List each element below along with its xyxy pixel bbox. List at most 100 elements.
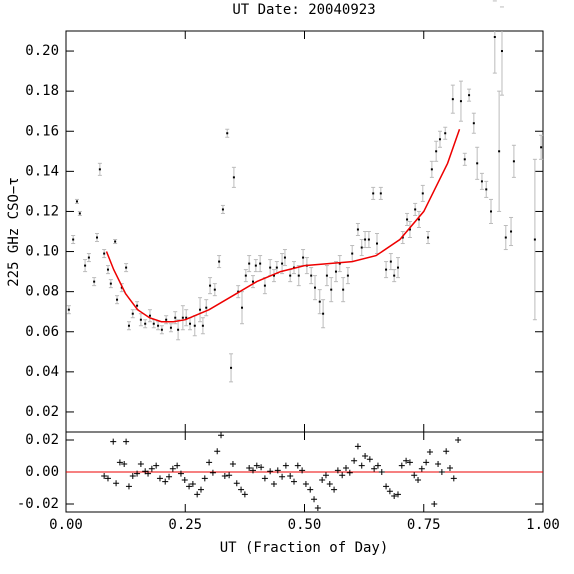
y-tick-label: 0.08 bbox=[25, 284, 59, 300]
data-point bbox=[232, 176, 235, 179]
data-point bbox=[103, 252, 106, 255]
residual-point bbox=[307, 486, 314, 493]
residual-point bbox=[233, 480, 240, 487]
data-point bbox=[248, 262, 251, 265]
y-tick-label: 0.12 bbox=[25, 203, 59, 219]
data-point bbox=[376, 242, 379, 245]
residual-point bbox=[358, 462, 365, 469]
residual-point bbox=[342, 465, 349, 471]
residual-point bbox=[197, 486, 204, 493]
data-point bbox=[414, 208, 417, 211]
residual-point bbox=[145, 470, 152, 477]
residual-point bbox=[186, 483, 193, 490]
data-point bbox=[209, 284, 212, 287]
data-point bbox=[75, 200, 78, 203]
data-point bbox=[157, 324, 160, 327]
residual-point bbox=[426, 449, 433, 455]
residual-point bbox=[423, 459, 430, 466]
data-point bbox=[408, 228, 411, 231]
data-point bbox=[193, 324, 196, 327]
data-point bbox=[480, 180, 483, 183]
data-point bbox=[346, 274, 349, 277]
data-point bbox=[237, 290, 240, 293]
data-point bbox=[283, 256, 286, 259]
residual-point bbox=[241, 491, 248, 498]
data-point bbox=[342, 288, 345, 291]
residual-point bbox=[214, 448, 221, 455]
data-point bbox=[393, 274, 396, 277]
residual-point bbox=[181, 477, 188, 483]
data-point bbox=[139, 318, 142, 321]
data-point bbox=[98, 168, 101, 171]
data-point bbox=[218, 260, 221, 263]
data-point bbox=[338, 262, 341, 265]
residual-point bbox=[366, 456, 373, 463]
data-point bbox=[379, 192, 382, 195]
residual-point bbox=[274, 467, 281, 474]
data-point bbox=[109, 282, 112, 285]
residual-point bbox=[282, 462, 289, 469]
residual-point bbox=[258, 464, 265, 471]
residual-point bbox=[209, 469, 216, 476]
data-point bbox=[427, 236, 430, 239]
data-point bbox=[510, 230, 513, 233]
data-point bbox=[177, 328, 180, 331]
residual-point bbox=[221, 473, 228, 479]
residual-point bbox=[394, 491, 401, 498]
y-tick-label: 0.02 bbox=[25, 432, 59, 448]
data-point bbox=[131, 312, 134, 315]
residual-point bbox=[267, 468, 274, 475]
residual-point bbox=[351, 457, 358, 464]
residual-point bbox=[129, 473, 136, 479]
residual-point bbox=[291, 478, 298, 485]
residual-point bbox=[137, 461, 144, 467]
data-point bbox=[318, 300, 321, 303]
residual-point bbox=[246, 465, 253, 471]
data-point bbox=[472, 122, 475, 125]
residual-point bbox=[406, 459, 413, 466]
data-point bbox=[435, 150, 438, 153]
residual-point bbox=[104, 475, 111, 482]
data-point bbox=[169, 326, 172, 329]
data-point bbox=[127, 324, 130, 327]
data-point bbox=[313, 286, 316, 289]
data-point bbox=[96, 236, 99, 239]
residual-point bbox=[391, 493, 398, 499]
residual-point bbox=[415, 477, 422, 483]
y-tick-label: 0.16 bbox=[25, 123, 59, 139]
residual-point bbox=[314, 505, 321, 511]
data-point bbox=[144, 322, 147, 325]
y-tick-label: 0.02 bbox=[25, 404, 59, 420]
data-point bbox=[185, 316, 188, 319]
residual-point bbox=[362, 453, 369, 459]
data-point bbox=[297, 274, 300, 277]
data-point bbox=[125, 266, 128, 269]
data-point bbox=[275, 266, 278, 269]
y-tick-label: 0.20 bbox=[25, 43, 59, 59]
data-point bbox=[289, 274, 292, 277]
residual-point bbox=[418, 465, 425, 472]
data-point bbox=[401, 236, 404, 239]
y-tick-label: 0.04 bbox=[25, 364, 59, 380]
data-point bbox=[84, 264, 87, 267]
residual-point bbox=[156, 475, 163, 482]
residual-point bbox=[302, 481, 309, 487]
data-point bbox=[244, 274, 247, 277]
residual-point bbox=[110, 438, 117, 445]
data-point bbox=[152, 322, 155, 325]
data-point bbox=[114, 240, 117, 243]
fit-curve bbox=[105, 128, 461, 323]
data-point bbox=[302, 256, 305, 259]
data-point bbox=[93, 280, 96, 283]
residual-point bbox=[123, 438, 130, 445]
x-tick-label: 0.25 bbox=[168, 517, 202, 533]
residual-point bbox=[101, 473, 108, 479]
data-point bbox=[364, 238, 367, 241]
data-point bbox=[533, 238, 536, 241]
residual-point bbox=[206, 459, 213, 466]
data-point bbox=[205, 306, 208, 309]
residual-point bbox=[249, 467, 256, 474]
residual-point bbox=[346, 469, 353, 476]
residual-point bbox=[455, 437, 462, 443]
residual-point bbox=[438, 469, 445, 475]
